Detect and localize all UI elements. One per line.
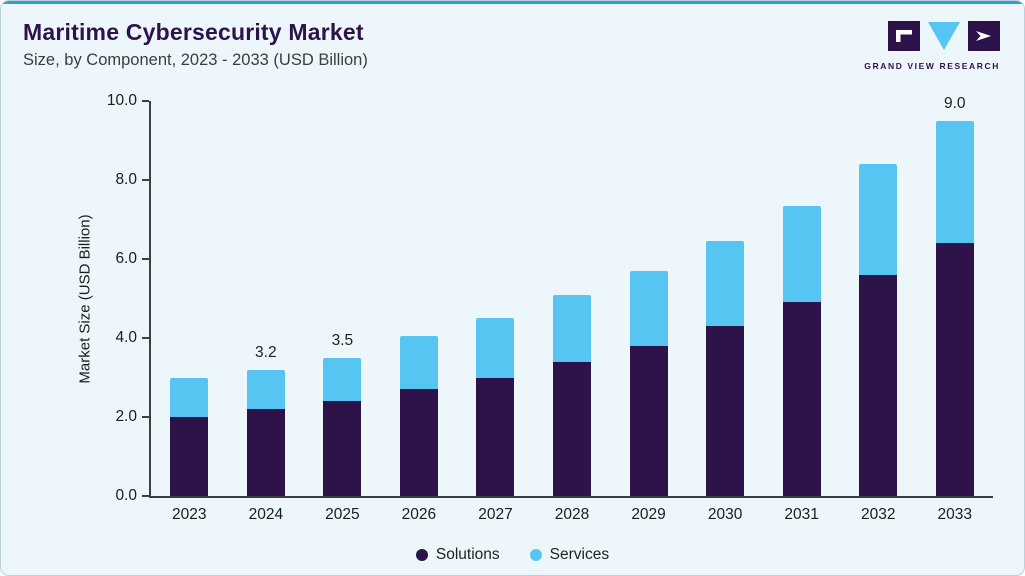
bar-group-2024: 3.2 2024	[228, 101, 305, 523]
plot-area: 2023 3.2 2024 3.5 2025 2026 2027 2028 2029 2030 20…	[107, 92, 993, 523]
y-axis-tick-label: 6.0	[115, 250, 137, 267]
y-axis-tick-label: 0.0	[115, 487, 137, 504]
top-accent-bar	[1, 1, 1024, 4]
bar-group-2027: 2027	[457, 101, 534, 523]
bar-segment-services	[476, 318, 515, 378]
bar-group-2030: 2030	[687, 101, 764, 523]
bar-total-label: 3.2	[255, 343, 277, 361]
y-axis-tick-label: 2.0	[115, 408, 137, 425]
y-axis-tick-label: 8.0	[115, 171, 137, 188]
bar-groups: 2023 3.2 2024 3.5 2025 2026 2027 2028 2029 2030 20…	[151, 95, 993, 523]
bar-stack	[246, 101, 285, 496]
page-title: Maritime Cybersecurity Market	[23, 19, 364, 45]
bar-segment-services	[553, 294, 591, 362]
bar-stack	[170, 101, 209, 496]
bar-segment-solutions	[246, 409, 285, 496]
bar-stack	[323, 101, 362, 496]
bar-stack	[706, 101, 745, 496]
y-axis-tick	[142, 495, 149, 497]
x-axis-label: 2029	[631, 506, 666, 523]
bar-stack	[859, 101, 898, 496]
y-axis-tick	[142, 258, 149, 260]
y-axis-tick-label: 4.0	[115, 329, 137, 346]
bar-stack	[629, 101, 668, 496]
gvr-logo-icon	[888, 21, 1000, 51]
page-subtitle: Size, by Component, 2023 - 2033 (USD Bil…	[23, 51, 368, 69]
bar-total-label: 9.0	[943, 94, 966, 112]
x-axis-label: 2033	[937, 506, 972, 523]
gvr-logo: GRAND VIEW RESEARCH	[864, 21, 1000, 71]
bar-segment-services	[706, 241, 745, 327]
legend: Solutions Services	[1, 546, 1024, 564]
bar-segment-solutions	[629, 345, 668, 496]
bar-segment-services	[323, 357, 362, 402]
bar-total-label: 3.5	[331, 331, 354, 349]
y-axis-tick	[142, 337, 149, 339]
bar-segment-services	[246, 369, 285, 410]
bar-group-2025: 3.5 2025	[304, 101, 381, 523]
bar-group-2029: 2029	[610, 101, 687, 523]
y-axis-title: Market Size (USD Billion)	[76, 214, 94, 384]
legend-label: Solutions	[435, 546, 500, 563]
bar-segment-solutions	[170, 417, 209, 496]
legend-label: Services	[549, 546, 610, 563]
legend-swatch	[415, 549, 428, 561]
bar-segment-solutions	[706, 326, 745, 496]
bar-segment-solutions	[323, 401, 362, 496]
bar-group-2033: 9.0 2033	[916, 95, 993, 523]
y-axis-tick	[142, 416, 149, 418]
bar-stack	[553, 101, 591, 496]
bar-stack	[782, 101, 821, 496]
bar-segment-solutions	[935, 243, 974, 496]
y-axis-tick	[142, 179, 149, 181]
bar-segment-services	[629, 270, 668, 346]
y-axis-tick	[142, 100, 149, 102]
bar-segment-solutions	[399, 389, 438, 496]
legend-item-services: Services	[529, 546, 610, 564]
bar-segment-services	[399, 336, 438, 390]
bar-group-2026: 2026	[381, 101, 458, 523]
bar-segment-solutions	[782, 302, 821, 496]
bar-segment-services	[859, 164, 898, 275]
bar-segment-solutions	[553, 361, 591, 496]
bar-segment-services	[935, 120, 974, 244]
bar-stack	[935, 101, 974, 496]
bar-group-2031: 2031	[763, 101, 840, 523]
x-axis-label: 2028	[554, 506, 590, 523]
x-axis-label: 2025	[325, 506, 360, 523]
legend-item-solutions: Solutions	[415, 546, 500, 564]
y-axis-tick-label: 10.0	[106, 92, 137, 109]
x-axis-label: 2026	[401, 506, 437, 523]
legend-swatch	[529, 549, 542, 561]
gvr-logo-text: GRAND VIEW RESEARCH	[864, 61, 1000, 71]
bar-stack	[399, 101, 438, 496]
bar-group-2032: 2032	[840, 101, 917, 523]
x-axis-label: 2031	[784, 506, 819, 523]
bar-segment-solutions	[476, 377, 515, 496]
x-axis-label: 2027	[478, 506, 513, 523]
bar-stack	[476, 101, 515, 496]
x-axis-label: 2030	[707, 506, 743, 523]
bar-segment-solutions	[859, 274, 898, 496]
x-axis-label: 2032	[860, 506, 896, 523]
bar-group-2028: 2028	[534, 101, 611, 523]
chart-header: Maritime Cybersecurity Market Size, by C…	[23, 19, 368, 70]
x-axis-label: 2024	[248, 506, 284, 523]
bar-group-2023: 2023	[151, 101, 228, 523]
bar-segment-services	[170, 377, 209, 417]
bar-segment-services	[782, 205, 821, 303]
x-axis-label: 2023	[172, 506, 207, 523]
